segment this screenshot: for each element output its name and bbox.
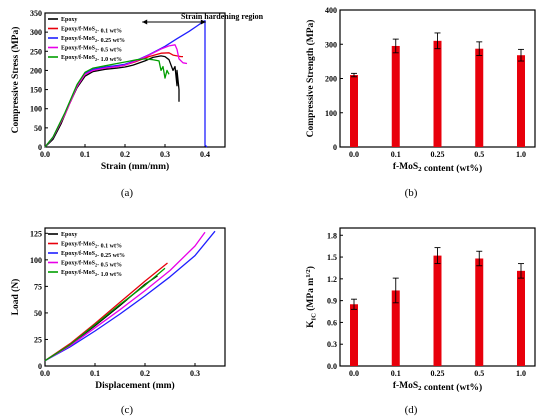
x-tick-label: 0.2 [120, 150, 130, 159]
y-tick-label: 0 [333, 143, 337, 152]
bar [433, 40, 442, 148]
x-axis-label: Displacement (mm) [95, 380, 174, 391]
x-tick-label: 0.5 [474, 369, 484, 378]
x-tick-label: 0.2 [140, 369, 150, 378]
x-tick-label: 0.0 [349, 150, 359, 159]
legend-label: Epoxy [61, 17, 77, 23]
legend-label: Epoxy/f-MoS2- 0.25 wt% [61, 36, 125, 44]
x-tick-label: 0.3 [160, 150, 170, 159]
series-line [44, 44, 188, 148]
x-tick-label: 0.0 [349, 369, 359, 378]
y-tick-label: 400 [325, 6, 337, 15]
series-line [44, 262, 168, 362]
y-tick-label: 125 [30, 229, 42, 238]
bar [475, 48, 484, 147]
y-tick-label: 300 [30, 28, 42, 37]
y-tick-label: 0.3 [327, 340, 337, 349]
chart-a: Strain (mm/mm) Compressive Stress (MPa) 0.… [10, 9, 264, 172]
panel-label-c: (c) [121, 404, 134, 416]
series-line [44, 55, 180, 148]
x-tick-label: 0.0 [40, 369, 50, 378]
bar [517, 270, 525, 366]
arrow-head [142, 19, 148, 25]
y-tick-label: 1.8 [327, 231, 337, 240]
y-tick-label: 100 [325, 109, 337, 118]
y-tick-label: 0 [38, 143, 42, 152]
x-tick-label: 1.0 [516, 150, 526, 159]
x-axis-label: Strain (mm/mm) [101, 161, 169, 172]
series-line [44, 267, 166, 362]
bar [475, 258, 484, 366]
y-tick-label: 0.9 [327, 297, 337, 306]
panel-label-d: (d) [405, 404, 418, 416]
y-axis-label: KIC (MPa m1/2) [305, 266, 318, 328]
y-tick-label: 100 [30, 105, 42, 114]
x-tick-label: 0.1 [391, 369, 401, 378]
x-tick-label: 0.0 [40, 150, 50, 159]
legend-label: Epoxy [61, 232, 77, 238]
legend-label: Epoxy/f-MoS2- 1.0 wt% [61, 55, 122, 63]
y-tick-label: 25 [34, 335, 42, 344]
bar [391, 45, 400, 147]
y-tick-label: 0.0 [327, 362, 337, 371]
panel-label-b: (b) [405, 187, 418, 199]
chart-d: f-MoS2 content (wt%) KIC (MPa m1/2) 0.0 0.3… [305, 227, 536, 393]
x-tick-label: 0.1 [391, 150, 401, 159]
y-axis-label: Compressive Strength (MPa) [305, 20, 316, 138]
series-line [44, 230, 216, 362]
y-tick-label: 0.6 [327, 318, 337, 327]
chart-b: f-MoS2 content (wt%) Compressive Strength… [305, 6, 536, 174]
series-line [44, 231, 206, 362]
x-axis-label: f-MoS2 content (wt%) [393, 162, 482, 174]
arrow-head [200, 19, 206, 25]
x-tick-label: 0.25 [431, 150, 445, 159]
bar [517, 55, 525, 147]
y-tick-label: 50 [34, 124, 42, 133]
panel-label-a: (a) [121, 187, 134, 199]
y-tick-label: 1.5 [327, 253, 337, 262]
legend-label: Epoxy/f-MoS2- 0.1 wt% [61, 27, 122, 35]
y-tick-label: 100 [30, 256, 42, 265]
y-tick-label: 50 [34, 309, 42, 318]
legend-label: Epoxy/f-MoS2- 0.5 wt% [61, 261, 122, 269]
y-tick-label: 1.2 [327, 275, 337, 284]
x-tick-label: 0.5 [474, 150, 484, 159]
y-tick-label: 75 [34, 282, 42, 291]
x-tick-label: 0.1 [80, 150, 90, 159]
plot-frame [44, 227, 226, 367]
x-tick-label: 0.25 [431, 369, 445, 378]
plot-frame [44, 12, 226, 148]
x-tick-label: 1.0 [516, 369, 526, 378]
y-tick-label: 300 [325, 40, 337, 49]
y-axis-label: Compressive Stress (MPa) [10, 27, 21, 134]
legend-label: Epoxy/f-MoS2- 0.1 wt% [61, 242, 122, 250]
legend-label: Epoxy/f-MoS2- 1.0 wt% [61, 270, 122, 278]
y-tick-label: 200 [30, 66, 42, 75]
y-tick-label: 150 [30, 86, 42, 95]
y-tick-label: 0 [38, 362, 42, 371]
y-axis-label: Load (N) [10, 279, 21, 316]
legend-label: Epoxy/f-MoS2- 0.5 wt% [61, 46, 122, 54]
bar [350, 304, 358, 366]
y-tick-label: 200 [325, 75, 337, 84]
series-line [44, 58, 170, 148]
bar [433, 255, 442, 366]
bar [391, 290, 400, 366]
bar [350, 75, 358, 147]
legend-label: Epoxy/f-MoS2- 0.25 wt% [61, 251, 125, 259]
x-tick-label: 0.3 [190, 369, 200, 378]
x-tick-label: 0.4 [200, 150, 210, 159]
x-tick-label: 0.1 [90, 369, 100, 378]
x-axis-label: f-MoS2 content (wt%) [393, 381, 482, 393]
y-tick-label: 250 [30, 47, 42, 56]
annotation-label: Strain hardening region [181, 12, 264, 21]
chart-c: Displacement (mm) Load (N) 0.0 0.1 0.2 0.3 0 25… [10, 227, 226, 391]
y-tick-label: 350 [30, 9, 42, 18]
